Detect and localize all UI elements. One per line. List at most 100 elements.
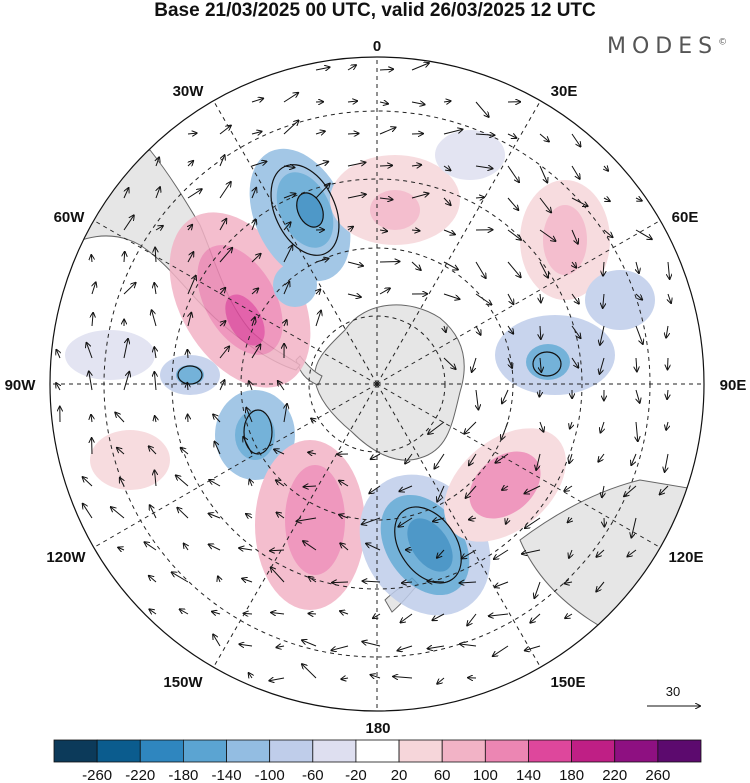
wind-vector xyxy=(219,321,226,326)
wind-vector xyxy=(219,219,226,231)
graticule xyxy=(50,57,704,711)
wind-vector xyxy=(187,252,193,263)
wind-vector xyxy=(283,166,294,168)
meridian-line xyxy=(213,100,378,385)
wind-vector xyxy=(540,325,541,339)
wind-vector xyxy=(347,65,356,71)
wind-vector xyxy=(507,261,521,277)
wind-vector xyxy=(475,134,494,135)
wind-vector xyxy=(596,581,605,592)
wind-vector xyxy=(667,389,668,399)
wind-vector xyxy=(539,389,540,397)
wind-vector xyxy=(187,133,197,134)
anomaly-negative xyxy=(176,365,204,385)
wind-vector xyxy=(540,357,541,372)
wind-vector xyxy=(635,198,642,201)
colorbar-tick-label: -100 xyxy=(255,767,285,783)
wind-vector xyxy=(332,645,349,650)
wind-vector xyxy=(315,131,325,134)
wind-vector xyxy=(155,416,156,423)
colorbar-swatch xyxy=(96,739,141,763)
wind-vector xyxy=(302,640,317,647)
wind-vector xyxy=(187,350,188,359)
wind-vector xyxy=(635,229,652,239)
wind-vector xyxy=(571,197,588,206)
wind-vector xyxy=(155,226,163,230)
colorbar-swatch xyxy=(355,739,400,763)
wind-vector xyxy=(571,133,581,147)
wind-vectors xyxy=(56,63,671,684)
wind-vector xyxy=(297,518,317,521)
wind-vector xyxy=(347,194,366,199)
wind-vector xyxy=(596,549,605,557)
meridian-label: 30E xyxy=(551,83,578,100)
wind-vector xyxy=(565,582,573,583)
wind-vector xyxy=(249,673,252,678)
wind-vector xyxy=(379,127,396,135)
wind-vector xyxy=(469,453,477,465)
wind-vector xyxy=(660,485,669,494)
anomaly-positive xyxy=(225,294,265,346)
wind-vector xyxy=(475,325,481,335)
colorbar-tick-label: -60 xyxy=(302,767,324,783)
wind-vector xyxy=(83,477,93,487)
meridian-line xyxy=(93,220,378,385)
meridian-label: 120W xyxy=(46,549,86,566)
wind-vector xyxy=(209,544,221,551)
wind-vector xyxy=(348,227,353,230)
wind-vector xyxy=(666,325,668,338)
wind-vector xyxy=(252,188,256,199)
colorbar-swatch xyxy=(269,739,314,763)
colorbar-tick-label: -140 xyxy=(212,767,242,783)
meridian-label: 0 xyxy=(373,38,381,55)
wind-vector xyxy=(475,166,493,169)
colorbar-swatch xyxy=(398,739,443,763)
wind-vector xyxy=(347,101,357,102)
wind-vector xyxy=(443,357,456,369)
contour-lines xyxy=(177,164,562,584)
wind-vector xyxy=(156,157,159,167)
wind-vector xyxy=(525,517,541,528)
wind-vector xyxy=(177,508,189,519)
wind-vector xyxy=(571,357,578,368)
wind-vector xyxy=(379,262,400,263)
wind-vector xyxy=(271,613,285,615)
wind-vector xyxy=(219,380,225,391)
wind-vector xyxy=(369,485,381,493)
wind-vector xyxy=(476,389,478,410)
wind-vector xyxy=(155,470,157,487)
wind-vector xyxy=(242,579,253,583)
wind-vector xyxy=(508,357,512,368)
wind-vector xyxy=(252,220,256,231)
wind-vector xyxy=(393,677,413,679)
wind-vector xyxy=(502,486,509,490)
wind-vector xyxy=(411,63,429,71)
vector-reference-value: 30 xyxy=(666,684,680,699)
wind-vector xyxy=(570,421,572,429)
wind-vector xyxy=(176,475,189,487)
wind-vector xyxy=(309,577,317,583)
wind-vector xyxy=(379,165,392,166)
wind-vector xyxy=(475,197,484,198)
wind-vector xyxy=(539,197,551,212)
colorbar-swatch xyxy=(657,739,702,763)
wind-vector xyxy=(635,293,642,300)
wind-vector xyxy=(187,189,202,199)
wind-vector xyxy=(604,166,608,171)
wind-vector xyxy=(437,485,445,502)
wind-vector xyxy=(155,248,156,263)
wind-vector xyxy=(156,187,160,199)
wind-vector xyxy=(283,282,289,295)
wind-vector xyxy=(603,198,610,201)
wind-vector xyxy=(270,550,285,551)
colorbar-tick-label: -180 xyxy=(168,767,198,783)
wind-vector xyxy=(123,188,129,199)
wind-vector xyxy=(636,261,639,273)
latitude-circle xyxy=(171,178,583,590)
wind-vector xyxy=(443,293,460,299)
wind-vector xyxy=(219,182,231,199)
wind-vector xyxy=(252,317,255,327)
wind-vector xyxy=(251,254,261,263)
wind-vector xyxy=(666,421,668,430)
wind-vector xyxy=(315,311,321,327)
